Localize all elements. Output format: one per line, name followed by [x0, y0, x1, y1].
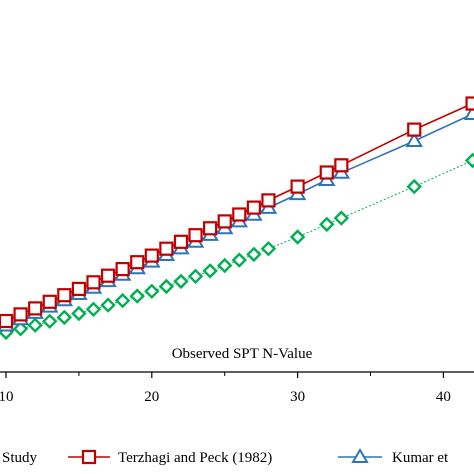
x-tick-label-20: 20	[144, 389, 159, 405]
point-diamond-8	[100, 297, 116, 313]
point-diamond-24	[464, 152, 474, 169]
point-diamond-20	[289, 229, 306, 245]
point-square-15	[203, 221, 218, 236]
point-square-8	[100, 268, 116, 283]
point-diamond-14	[187, 268, 204, 284]
point-diamond-19	[260, 241, 277, 257]
point-diamond-15	[202, 263, 218, 279]
point-diamond-21	[319, 216, 335, 233]
point-square-9	[115, 262, 130, 277]
point-square-14	[188, 228, 203, 243]
point-square-3	[28, 301, 43, 316]
point-square-11	[144, 248, 159, 263]
point-square-22	[334, 158, 349, 173]
x-tick-label-40: 40	[436, 389, 451, 405]
series-diamond	[0, 152, 474, 341]
point-square-2	[13, 307, 28, 322]
x-tick-label-30: 30	[290, 389, 305, 405]
x-axis-title: Observed SPT N-Value	[172, 346, 313, 362]
point-triangle-23	[405, 132, 423, 147]
point-diamond-11	[144, 283, 160, 299]
legend-label-2: Kumar et	[392, 450, 449, 466]
legend-marker-1	[81, 449, 97, 465]
point-square-18	[246, 200, 261, 215]
point-diamond-16	[217, 257, 233, 274]
point-diamond-3	[27, 317, 43, 333]
point-square-16	[217, 214, 232, 229]
point-square-13	[173, 234, 189, 249]
point-square-20	[290, 179, 305, 194]
series-line-diamond	[0, 159, 474, 335]
point-diamond-10	[129, 288, 145, 304]
point-square-6	[71, 281, 87, 296]
point-square-19	[261, 193, 276, 208]
point-diamond-23	[406, 178, 422, 195]
point-diamond-22	[333, 210, 350, 226]
point-square-5	[57, 288, 72, 303]
point-diamond-18	[246, 246, 262, 263]
legend-marker-2	[351, 448, 369, 463]
legend-item-1: Terzhagi and Peck (1982)	[68, 449, 272, 466]
x-tick-label-10: 10	[0, 389, 14, 405]
point-square-23	[407, 122, 422, 137]
point-diamond-12	[158, 278, 175, 295]
point-diamond-7	[85, 301, 102, 317]
series-layer	[0, 96, 474, 341]
x-ticks: 10 20 30 40	[0, 372, 451, 405]
point-square-1	[0, 313, 14, 329]
legend-item-2: Kumar et	[338, 448, 449, 466]
point-square-17	[232, 207, 247, 222]
point-diamond-5	[56, 309, 73, 326]
point-square-4	[42, 294, 57, 309]
legend-item-0: Study	[2, 450, 38, 466]
point-diamond-6	[71, 305, 87, 322]
legend-label-0: Study	[2, 450, 38, 466]
point-square-24	[465, 96, 474, 111]
point-diamond-9	[114, 292, 131, 309]
point-square-10	[130, 255, 145, 270]
point-square-21	[319, 165, 334, 180]
point-diamond-13	[173, 273, 189, 290]
legend-label-1: Terzhagi and Peck (1982)	[118, 450, 272, 466]
point-square-7	[86, 275, 101, 290]
point-square-12	[159, 241, 174, 256]
point-diamond-2	[12, 321, 29, 337]
point-diamond-17	[231, 252, 247, 268]
series-square	[0, 96, 474, 329]
legend: Study Terzhagi and Peck (1982) Kumar et	[2, 448, 449, 466]
point-diamond-4	[42, 313, 58, 329]
